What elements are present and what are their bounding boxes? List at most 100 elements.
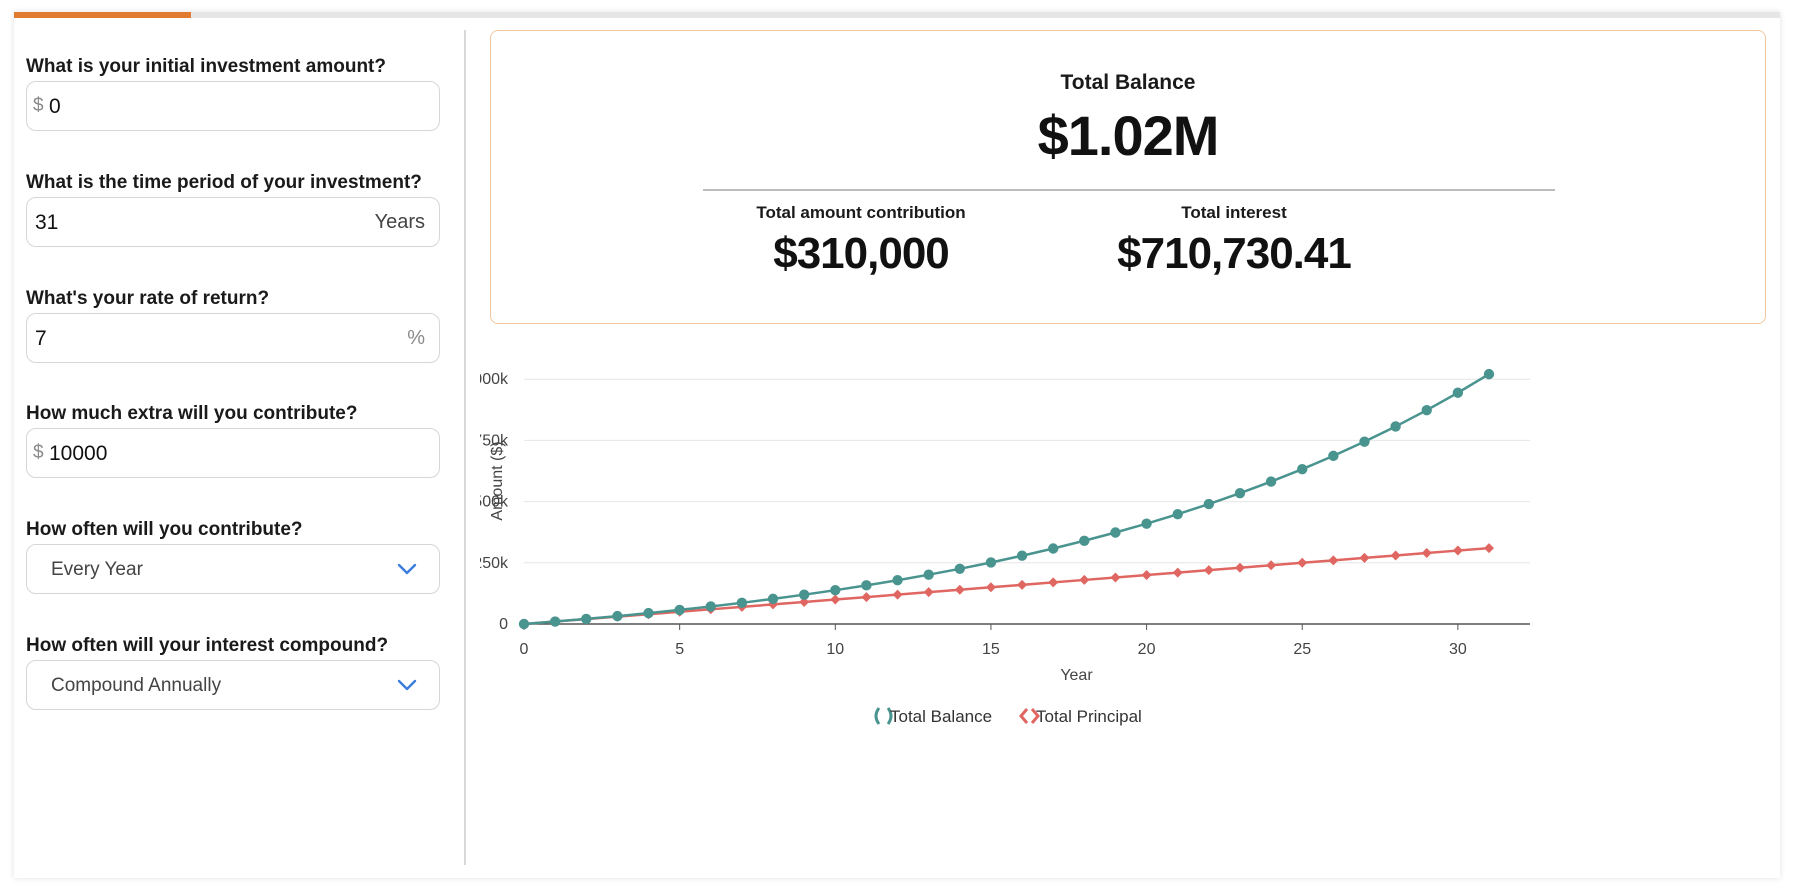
growth-chart-svg: 0250k500k750k1,000k1,250k051015202530Yea… [460, 310, 1530, 726]
initial-investment-input[interactable]: $ 0 [26, 81, 440, 131]
total-contribution-value: $310,000 [773, 229, 950, 278]
principal-data-point [892, 589, 903, 600]
extra-contribution-value: 10000 [49, 442, 108, 465]
principal-data-point [985, 582, 996, 593]
principal-data-point [1017, 579, 1028, 590]
balance-data-point [1203, 498, 1215, 510]
principal-data-point [1110, 572, 1121, 583]
balance-data-point [923, 569, 934, 580]
total-balance-label: Total Balance [1060, 71, 1196, 94]
principal-data-point [923, 587, 934, 598]
balance-series-line [523, 373, 1490, 626]
balance-data-point [861, 580, 872, 591]
balance-data-point [674, 604, 685, 616]
growth-chart: 0250k500k750k1,000k1,250k051015202530Yea… [460, 310, 1780, 840]
y-tick-label: 250k [480, 555, 509, 572]
balance-data-point [581, 613, 592, 625]
principal-data-point [1359, 552, 1370, 563]
balance-data-point [612, 610, 623, 622]
years-suffix: Years [374, 211, 425, 233]
principal-data-point [1141, 570, 1152, 581]
y-tick-label: 0 [499, 616, 508, 633]
contribution-frequency-select[interactable]: Every Year [26, 544, 440, 594]
rate-of-return-input[interactable]: 7 % [26, 313, 440, 363]
contribution-frequency-value: Every Year [51, 559, 143, 580]
total-interest-label: Total interest [1181, 203, 1287, 222]
total-balance-value: $1.02M [1037, 104, 1220, 167]
compound-frequency-value: Compound Annually [51, 675, 222, 696]
balance-data-point [1141, 518, 1152, 529]
balance-data-point [1328, 450, 1339, 462]
balance-data-point [705, 601, 716, 612]
principal-series-line [523, 546, 1490, 626]
chevron-down-icon [397, 679, 417, 691]
balance-data-point [767, 593, 779, 605]
balance-data-point [798, 589, 810, 600]
principal-data-point [1484, 543, 1494, 554]
y-axis-title: Amount ($) [489, 441, 506, 520]
progress-bar-fill [14, 12, 191, 18]
principal-data-point [1297, 557, 1308, 568]
percent-suffix: % [407, 327, 425, 349]
initial-investment-value: 0 [49, 95, 61, 118]
balance-data-point [1483, 368, 1495, 380]
principal-data-point [799, 596, 810, 607]
balance-data-point [549, 616, 561, 627]
chevron-down-icon [397, 563, 417, 575]
total-interest-value: $710,730.41 [1117, 229, 1352, 278]
balance-data-point [954, 563, 966, 574]
balance-data-point [518, 618, 530, 630]
principal-data-point [1172, 567, 1183, 578]
balance-data-point [1452, 387, 1464, 398]
principal-data-point [1048, 577, 1059, 588]
x-tick-label: 0 [520, 641, 529, 658]
time-period-input[interactable]: 31 Years [26, 197, 440, 247]
contribution-frequency-label: How often will you contribute? [26, 519, 303, 540]
balance-data-point [1390, 421, 1401, 432]
principal-data-point [1452, 545, 1463, 556]
y-tick-label: 1,000k [480, 371, 509, 388]
balance-data-point [1079, 535, 1090, 546]
legend-balance-label: Total Balance [890, 707, 992, 726]
compound-frequency-select[interactable]: Compound Annually [26, 660, 440, 710]
initial-investment-label: What is your initial investment amount? [26, 56, 386, 77]
panel-divider [464, 30, 466, 865]
x-tick-label: 20 [1138, 641, 1156, 658]
balance-data-point [643, 607, 654, 619]
legend-balance-marker [874, 707, 881, 725]
dollar-prefix: $ [33, 95, 44, 116]
balance-data-point [1172, 508, 1183, 520]
legend-principal-marker [1019, 708, 1029, 724]
balance-data-point [1110, 527, 1121, 538]
principal-data-point [1421, 548, 1432, 559]
principal-data-point [1390, 550, 1401, 561]
legend-principal-marker [1030, 708, 1040, 724]
principal-data-point [1234, 562, 1245, 573]
principal-data-point [861, 592, 872, 603]
y-tick-label: 750k [480, 432, 509, 449]
balance-data-point [1421, 404, 1432, 416]
compound-frequency-label: How often will your interest compound? [26, 635, 389, 656]
rate-of-return-value: 7 [35, 327, 47, 350]
progress-bar [14, 12, 1780, 18]
extra-contribution-input[interactable]: $ 10000 [26, 428, 440, 478]
time-period-label: What is the time period of your investme… [26, 172, 422, 193]
balance-data-point [1047, 543, 1059, 554]
summary-divider [703, 189, 1555, 191]
balance-data-point [892, 575, 903, 586]
balance-data-point [1234, 487, 1246, 499]
summary-box: Total Balance $1.02M Total amount contri… [490, 30, 1766, 324]
x-axis-title: Year [1060, 667, 1093, 684]
principal-data-point [1079, 574, 1090, 585]
rate-of-return-label: What's your rate of return? [26, 288, 270, 309]
legend-principal-label: Total Principal [1036, 707, 1142, 726]
total-contribution-label: Total amount contribution [756, 203, 966, 222]
x-tick-label: 10 [826, 641, 844, 658]
balance-data-point [1265, 476, 1277, 487]
balance-data-point [985, 557, 997, 568]
x-tick-label: 15 [982, 641, 1000, 658]
x-tick-label: 25 [1293, 641, 1311, 658]
principal-data-point [1203, 565, 1214, 576]
legend-balance-marker [886, 707, 893, 725]
x-tick-label: 5 [675, 641, 684, 658]
